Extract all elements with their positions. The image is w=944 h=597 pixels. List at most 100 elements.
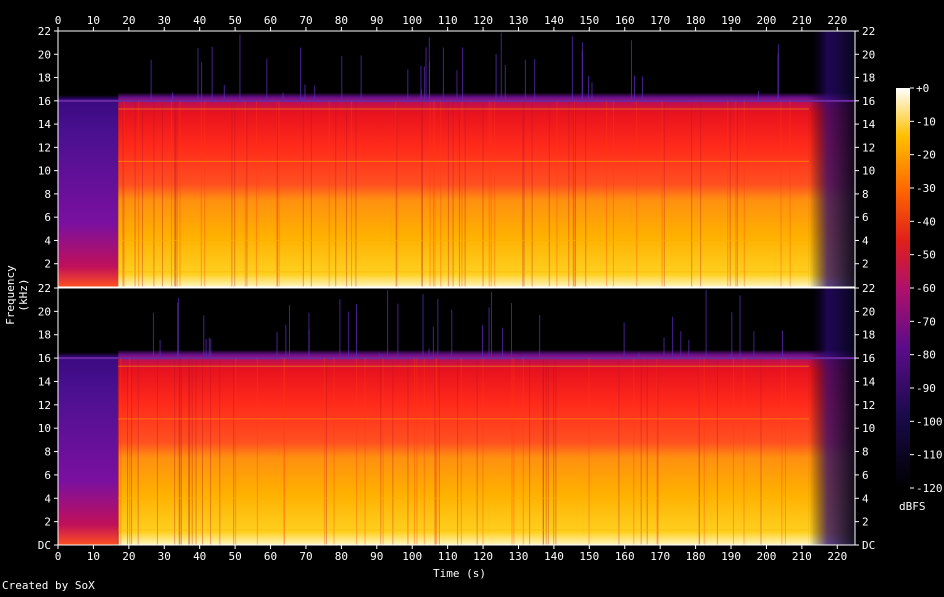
- y-tick-label: 20: [38, 48, 51, 61]
- y-tick-label: 18: [38, 329, 51, 342]
- y-tick-label: 10: [38, 422, 51, 435]
- x-tick-label: 200: [757, 550, 777, 563]
- y-tick-label: 6: [862, 469, 869, 482]
- colorbar-tick-label: -70: [916, 315, 936, 328]
- x-tick-label: 0: [55, 14, 62, 27]
- x-tick-label: 150: [579, 14, 599, 27]
- colorbar-tick-label: -120: [916, 482, 943, 495]
- x-tick-label: 170: [650, 14, 670, 27]
- x-tick-label: 30: [158, 550, 171, 563]
- colorbar: [896, 88, 910, 488]
- x-tick-label: 80: [335, 14, 348, 27]
- colorbar-unit-label: dBFS: [899, 500, 926, 513]
- y-tick-label: 22: [38, 25, 51, 38]
- x-tick-label: 20: [122, 550, 135, 563]
- x-tick-label: 150: [579, 550, 599, 563]
- y-tick-label: 10: [38, 165, 51, 178]
- x-tick-label: 60: [264, 14, 277, 27]
- y-tick-label: 2: [862, 516, 869, 529]
- segment-main: [118, 288, 809, 545]
- y-tick-label: 14: [862, 375, 876, 388]
- y-tick-label: 10: [862, 422, 875, 435]
- y-tick-label: 16: [862, 95, 875, 108]
- x-tick-label: 40: [193, 14, 206, 27]
- x-tick-label: 180: [686, 550, 706, 563]
- colorbar-tick-label: -50: [916, 249, 936, 262]
- x-tick-label: 220: [827, 14, 847, 27]
- x-tick-label: 60: [264, 550, 277, 563]
- x-tick-label: 70: [299, 550, 312, 563]
- y-tick-label: 12: [862, 141, 875, 154]
- colorbar-tick-label: -10: [916, 115, 936, 128]
- y-axis-label: Frequency (kHz): [4, 265, 30, 325]
- colorbar-tick-label: -110: [916, 449, 943, 462]
- y-tick-label: DC: [862, 539, 875, 552]
- x-tick-label: 110: [438, 14, 458, 27]
- y-tick-label: 20: [862, 48, 875, 61]
- x-tick-label: 90: [370, 14, 383, 27]
- y-tick-label: 18: [38, 72, 51, 85]
- y-tick-label: 14: [862, 118, 876, 131]
- colorbar-tick-label: -90: [916, 382, 936, 395]
- y-tick-label: 16: [862, 352, 875, 365]
- y-tick-label: 20: [38, 305, 51, 318]
- y-tick-label: 22: [862, 282, 875, 295]
- y-tick-label: 12: [38, 399, 51, 412]
- y-tick-label: 16: [38, 352, 51, 365]
- y-tick-label: 8: [44, 446, 51, 459]
- x-tick-label: 170: [650, 550, 670, 563]
- colorbar-tick-label: -40: [916, 215, 936, 228]
- x-tick-label: 90: [370, 550, 383, 563]
- colorbar-tick-label: -80: [916, 349, 936, 362]
- x-tick-label: 190: [721, 14, 741, 27]
- x-tick-label: 80: [335, 550, 348, 563]
- panel-border: [57, 30, 856, 288]
- y-tick-label: 4: [862, 492, 869, 505]
- fade-overlay: [808, 31, 855, 287]
- colorbar-tick-label: -60: [916, 282, 936, 295]
- y-tick-label: 18: [862, 72, 875, 85]
- y-tick-label: 2: [862, 258, 869, 271]
- x-tick-label: 180: [686, 14, 706, 27]
- fade-overlay: [808, 288, 855, 545]
- x-tick-label: 0: [55, 550, 62, 563]
- y-tick-label: 12: [38, 141, 51, 154]
- y-tick-label: 22: [38, 282, 51, 295]
- x-tick-label: 30: [158, 14, 171, 27]
- y-tick-label: 10: [862, 165, 875, 178]
- y-tick-label: 6: [44, 469, 51, 482]
- x-tick-label: 120: [473, 14, 493, 27]
- colorbar-tick-label: -100: [916, 415, 943, 428]
- x-tick-label: 50: [228, 550, 241, 563]
- y-tick-label: 14: [38, 375, 52, 388]
- colorbar-tick-label: -30: [916, 182, 936, 195]
- x-tick-label: 50: [228, 14, 241, 27]
- x-tick-label: 140: [544, 550, 564, 563]
- x-tick-label: 140: [544, 14, 564, 27]
- y-tick-label: 16: [38, 95, 51, 108]
- segment-intro: [58, 31, 119, 287]
- x-tick-label: 70: [299, 14, 312, 27]
- x-axis-label: Time (s): [433, 567, 486, 580]
- y-tick-label: 4: [44, 234, 51, 247]
- x-tick-label: 190: [721, 550, 741, 563]
- y-tick-label: 4: [44, 492, 51, 505]
- x-tick-label: 10: [87, 14, 100, 27]
- credit-text: Created by SoX: [2, 579, 95, 592]
- colorbar-tick-label: -20: [916, 149, 936, 162]
- y-tick-label: 8: [862, 188, 869, 201]
- y-tick-label: 8: [44, 188, 51, 201]
- x-tick-label: 120: [473, 550, 493, 563]
- x-tick-label: 40: [193, 550, 206, 563]
- x-tick-label: 200: [757, 14, 777, 27]
- y-tick-label: 8: [862, 446, 869, 459]
- y-tick-label: 22: [862, 25, 875, 38]
- y-tick-label: 18: [862, 329, 875, 342]
- x-tick-label: 130: [509, 14, 529, 27]
- x-tick-label: 210: [792, 550, 812, 563]
- y-tick-label: DC: [38, 539, 51, 552]
- x-tick-label: 110: [438, 550, 458, 563]
- x-tick-label: 130: [509, 550, 529, 563]
